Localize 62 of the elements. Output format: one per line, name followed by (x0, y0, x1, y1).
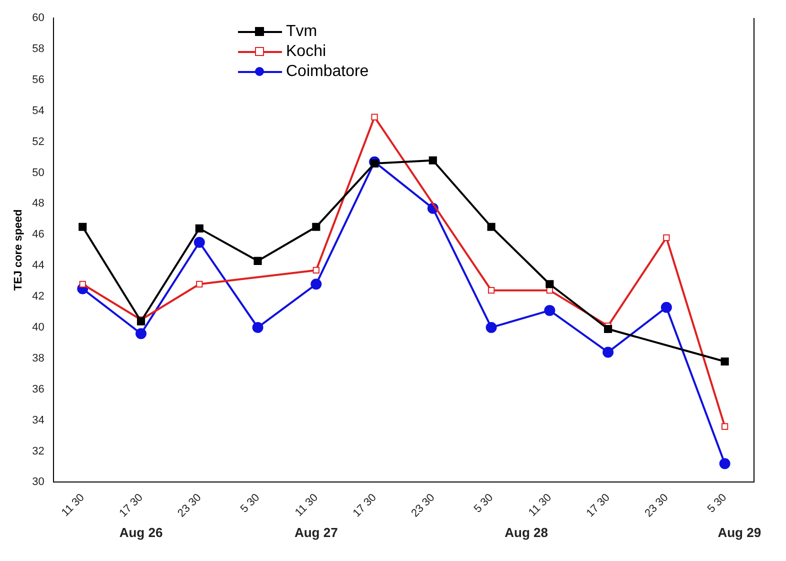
y-tick-label: 40 (32, 322, 44, 334)
point (719, 458, 730, 470)
x-tick-label: 23 30 (409, 492, 438, 520)
y-tick-label: 30 (32, 476, 44, 488)
text: Aug 27 (294, 525, 338, 540)
x-tick-label: 17 30 (584, 492, 612, 520)
x-tick-label: 5 30 (238, 492, 262, 516)
x-tick-label: 11 30 (293, 492, 320, 520)
text: Aug 28 (504, 525, 548, 540)
point (604, 324, 612, 334)
point (488, 287, 495, 294)
point (544, 304, 556, 316)
y-tick-label: 42 (32, 290, 44, 303)
y-tick-label: 60 (32, 12, 44, 24)
point (371, 114, 378, 120)
point (136, 328, 147, 340)
point (602, 346, 614, 358)
point (78, 222, 87, 231)
y-tick-label: 48 (32, 198, 44, 210)
point (663, 234, 670, 242)
y-tick-label: 52 (32, 136, 44, 148)
point (486, 322, 497, 333)
point (254, 256, 262, 265)
y-tick-label: 58 (32, 42, 44, 55)
point (720, 357, 729, 366)
point (546, 280, 554, 288)
y-tick-label: 32 (32, 445, 44, 458)
x-tick-label: 11 30 (526, 492, 554, 520)
point (312, 222, 320, 231)
point (79, 280, 86, 288)
y-tick-label: 50 (32, 166, 44, 179)
point (428, 156, 437, 164)
point (312, 266, 320, 274)
legend-label: Coimbatore (286, 63, 369, 81)
y-axis-title: TEJ core speed (12, 209, 25, 291)
y-tick-label: 44 (32, 260, 44, 272)
point (721, 423, 728, 430)
y-tick-label: 38 (32, 352, 44, 364)
legend-label: Tvm (286, 23, 318, 41)
x-tick-label: 5 30 (472, 492, 496, 516)
point (660, 302, 672, 313)
x-tick-label: 17 30 (117, 492, 146, 520)
y-tick-label: 54 (32, 104, 44, 117)
text: Aug 29 (718, 525, 762, 540)
point (196, 280, 203, 288)
y-tick-label: 36 (32, 383, 44, 396)
point (194, 236, 205, 248)
x-tick-label: 23 30 (176, 492, 204, 520)
x-tick-label: 11 30 (60, 492, 87, 520)
text: Aug 26 (119, 525, 163, 540)
point (195, 224, 204, 232)
y-tick-label: 46 (32, 228, 44, 241)
x-tick-label: 23 30 (642, 492, 671, 520)
x-tick-label: 17 30 (350, 492, 379, 520)
x-tick-label: 5 30 (705, 492, 730, 516)
point (310, 278, 322, 290)
point (370, 159, 379, 168)
y-tick-label: 34 (32, 414, 44, 426)
point (252, 322, 264, 333)
y-tick-label: 56 (32, 74, 44, 86)
legend-label: Kochi (286, 43, 326, 61)
point (487, 222, 496, 231)
